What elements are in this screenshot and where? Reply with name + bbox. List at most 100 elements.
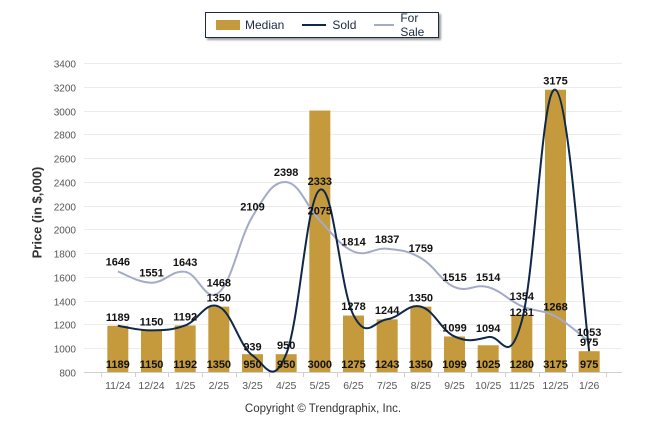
median-value-label: 975 — [580, 359, 598, 371]
copyright-text: Copyright © Trendgraphix, Inc. — [244, 403, 402, 415]
x-tick-label: 11/24 — [105, 380, 131, 392]
y-axis-ticks: 800 1000 1200 1400 1600 1800 2000 2200 2400 2600 2… — [54, 60, 77, 380]
y-tick-label: 3000 — [54, 108, 77, 119]
for-sale-value-label: 1514 — [476, 272, 501, 284]
sold-value-label: 1350 — [207, 293, 231, 305]
sold-value-label: 1350 — [409, 293, 433, 305]
sold-value-label: 1244 — [375, 305, 400, 317]
for-sale-value-label: 1551 — [139, 268, 163, 280]
sold-value-label: 3175 — [543, 76, 567, 88]
sold-line-icon — [302, 24, 327, 26]
x-tick-label: 9/25 — [444, 380, 465, 392]
x-tick-label: 4/25 — [276, 380, 297, 392]
y-tick-label: 3400 — [54, 60, 77, 71]
median-bar — [174, 325, 196, 372]
median-bar — [477, 345, 499, 372]
median-bar — [208, 306, 230, 372]
median-value-label: 3000 — [308, 359, 332, 371]
median-value-label: 1275 — [341, 359, 365, 371]
sold-value-label: 1150 — [140, 316, 164, 328]
median-bar — [376, 319, 398, 372]
y-tick-label: 2600 — [54, 155, 77, 166]
sold-value-label: 939 — [243, 341, 261, 353]
legend-item-for-sale[interactable]: For Sale — [374, 11, 438, 39]
legend-item-median[interactable]: Median — [216, 18, 284, 32]
for-sale-value-label: 1468 — [207, 278, 231, 290]
sold-value-label: 1094 — [476, 323, 501, 335]
for-sale-value-label: 1759 — [409, 243, 433, 255]
legend-label-sold: Sold — [332, 18, 357, 32]
sold-value-label: 950 — [277, 340, 295, 352]
median-value-label: 950 — [243, 359, 261, 371]
y-tick-label: 1000 — [54, 345, 77, 356]
for-sale-value-label: 1837 — [375, 234, 399, 246]
for-sale-value-label: 1354 — [510, 291, 535, 303]
median-bar — [107, 325, 129, 372]
x-tick-label: 6/25 — [343, 380, 364, 392]
x-tick-label: 11/25 — [509, 380, 535, 392]
for-sale-value-label: 1814 — [341, 236, 366, 248]
y-tick-label: 2800 — [54, 131, 77, 142]
for-sale-line-icon — [374, 24, 395, 26]
sold-value-label: 1099 — [442, 322, 466, 334]
median-bars — [107, 89, 600, 373]
median-bar — [343, 315, 364, 372]
for-sale-value-label: 2075 — [308, 205, 332, 217]
sold-value-label: 2333 — [308, 176, 332, 188]
series-lines — [117, 88, 591, 373]
median-bar — [578, 351, 600, 372]
median-bar — [545, 89, 566, 372]
for-sale-value-label: 1053 — [577, 327, 601, 339]
y-tick-label: 2200 — [54, 203, 77, 214]
sold-value-label: 1278 — [341, 301, 365, 313]
median-bar — [511, 314, 533, 372]
y-tick-label: 800 — [59, 369, 76, 380]
x-tick-label: 7/25 — [377, 380, 398, 392]
data-labels: 1189 1150 1192 1350 950 950 3000 1275 1243 1350 10… — [106, 76, 602, 371]
median-value-label: 3175 — [543, 359, 567, 371]
x-tick-label: 10/25 — [475, 380, 501, 392]
legend: Median Sold For Sale — [205, 11, 439, 39]
median-bar — [410, 306, 432, 372]
for-sale-value-label: 1643 — [173, 257, 197, 269]
sold-value-label: 975 — [580, 337, 598, 349]
x-axis-ticks: 11/24 12/24 1/25 2/25 3/25 4/25 5/25 6/25 7/25 8/… — [101, 372, 607, 392]
x-tick-label: 12/24 — [138, 380, 164, 392]
x-tick-label: 2/25 — [209, 380, 230, 392]
median-bar — [242, 354, 263, 372]
legend-label-median: Median — [245, 18, 285, 32]
median-swatch-icon — [216, 20, 240, 30]
median-value-label: 1150 — [140, 359, 164, 371]
legend-label-for-sale: For Sale — [400, 11, 425, 39]
for-sale-value-label: 1268 — [543, 301, 567, 313]
median-value-label: 1280 — [510, 359, 534, 371]
legend-item-sold[interactable]: Sold — [302, 18, 356, 32]
median-value-label: 1350 — [207, 359, 231, 371]
sold-value-label: 1192 — [173, 311, 197, 323]
y-tick-label: 2000 — [54, 226, 77, 237]
y-tick-label: 1200 — [54, 321, 77, 332]
y-tick-label: 2400 — [54, 179, 77, 190]
gridlines — [84, 63, 622, 373]
median-value-label: 950 — [277, 359, 295, 371]
for-sale-value-label: 2109 — [240, 201, 264, 213]
median-value-label: 1025 — [476, 359, 500, 371]
for-sale-value-label: 1646 — [106, 256, 130, 268]
median-bar — [444, 336, 465, 372]
median-bar — [141, 330, 162, 372]
x-tick-label: 8/25 — [411, 380, 432, 392]
y-tick-label: 1400 — [54, 298, 77, 309]
x-tick-label: 3/25 — [242, 380, 263, 392]
median-bar — [309, 110, 331, 373]
median-bar — [275, 354, 297, 372]
for-sale-value-label: 2398 — [274, 167, 298, 179]
median-value-label: 1099 — [442, 359, 466, 371]
sold-line — [117, 88, 591, 373]
x-tick-label: 12/25 — [542, 380, 568, 392]
for-sale-line — [117, 181, 590, 343]
median-value-label: 1350 — [409, 359, 433, 371]
median-value-label: 1189 — [106, 359, 130, 371]
for-sale-value-label: 1515 — [442, 272, 466, 284]
y-axis-label: Price (in $,000) — [29, 166, 45, 259]
